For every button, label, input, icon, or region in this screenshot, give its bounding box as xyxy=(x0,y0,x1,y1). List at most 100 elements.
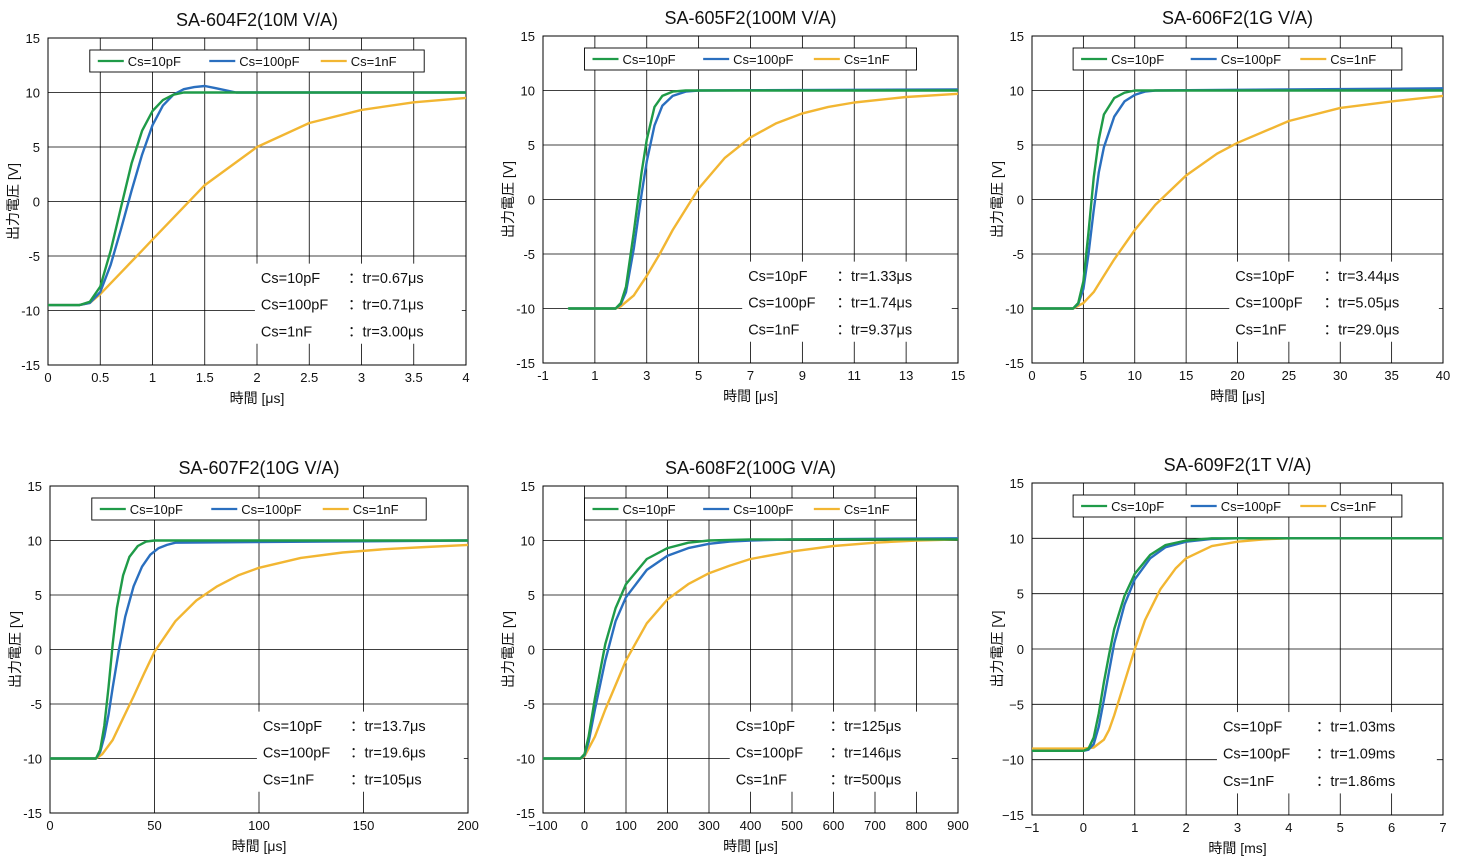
y-tick-label: 10 xyxy=(26,86,40,101)
annotation-cs-label: Cs=1nF xyxy=(263,772,314,788)
x-tick-label: 25 xyxy=(1282,368,1296,383)
chart-title: SA-605F2(100M V/A) xyxy=(664,8,836,28)
rise-time-annotation-box xyxy=(254,263,462,344)
x-tick-label: 900 xyxy=(947,818,969,833)
y-tick-label: 5 xyxy=(1017,138,1024,153)
chart-title: SA-607F2(10G V/A) xyxy=(178,458,339,478)
x-axis-label: 時間 [μs] xyxy=(723,388,778,404)
x-tick-label: 20 xyxy=(1230,368,1244,383)
series-line-cs-10pf xyxy=(50,539,468,760)
x-tick-label: 3.5 xyxy=(405,370,423,385)
rise-time-annotation-box xyxy=(1216,712,1437,794)
annotation-cs-label: Cs=10pF xyxy=(1223,720,1282,736)
x-tick-label: 7 xyxy=(747,368,754,383)
series-line-cs-10pf xyxy=(567,89,958,310)
y-tick-label: -15 xyxy=(21,358,40,373)
x-tick-label: 13 xyxy=(899,368,913,383)
x-tick-label: 7 xyxy=(1439,820,1446,835)
x-tick-label: 800 xyxy=(906,818,928,833)
y-tick-label: 5 xyxy=(33,140,40,155)
series-line-cs-1nf xyxy=(567,92,958,310)
series-line-cs-10pf xyxy=(1032,89,1443,310)
legend: Cs=10pF Cs=100pF Cs=1nF xyxy=(91,497,427,521)
legend-label: Cs=100pF xyxy=(241,502,301,517)
x-tick-label: 0 xyxy=(46,818,53,833)
annotation-cs-label: Cs=1nF xyxy=(1223,774,1274,790)
y-tick-label: 5 xyxy=(35,588,42,603)
y-tick-label: −5 xyxy=(1009,697,1024,712)
chart-sa608: SA-608F2(100G V/A)−100 0 100 200 300 400 500 60… xyxy=(500,458,969,854)
chart-title: SA-608F2(100G V/A) xyxy=(665,458,836,478)
annotation-rise-time: ：tr=500μs xyxy=(830,772,902,788)
x-tick-label: 4 xyxy=(462,370,469,385)
y-tick-label: -5 xyxy=(30,697,42,712)
annotation-rise-time: ：tr=1.86ms xyxy=(1316,774,1395,790)
x-tick-label: 1.5 xyxy=(196,370,214,385)
y-tick-label: 10 xyxy=(521,84,535,99)
x-axis-label: 時間 [μs] xyxy=(723,838,778,854)
annotation-cs-label: Cs=100pF xyxy=(263,746,330,762)
x-tick-label: 11 xyxy=(848,368,862,383)
legend-box xyxy=(584,497,917,521)
legend-label: Cs=1nF xyxy=(844,52,890,67)
series-line-cs-1nf xyxy=(50,543,468,760)
x-tick-label: 400 xyxy=(740,818,762,833)
x-tick-label: 0.5 xyxy=(91,370,109,385)
y-tick-label: 0 xyxy=(35,643,42,658)
y-tick-label: 15 xyxy=(521,29,535,44)
x-axis-label: 時間 [μs] xyxy=(232,838,287,854)
legend: Cs=10pF Cs=100pF Cs=1nF xyxy=(584,47,917,71)
y-tick-label: −15 xyxy=(1002,808,1024,823)
legend-label: Cs=100pF xyxy=(239,54,299,69)
x-tick-label: 9 xyxy=(799,368,806,383)
annotation-cs-label: Cs=1nF xyxy=(1235,322,1286,338)
x-tick-label: 5 xyxy=(1080,368,1087,383)
y-tick-label: 0 xyxy=(1017,193,1024,208)
y-tick-label: 10 xyxy=(1010,84,1024,99)
legend-label: Cs=1nF xyxy=(351,54,397,69)
annotation-rise-time: ：tr=13.7μs xyxy=(350,719,426,735)
y-tick-label: 0 xyxy=(1017,642,1024,657)
x-tick-label: 100 xyxy=(248,818,270,833)
y-tick-label: −10 xyxy=(1002,753,1024,768)
y-tick-label: -10 xyxy=(1005,302,1024,317)
y-tick-label: -5 xyxy=(523,697,535,712)
x-tick-label: 40 xyxy=(1436,368,1450,383)
x-tick-label: 0 xyxy=(1028,368,1035,383)
legend-label: Cs=100pF xyxy=(1221,499,1281,514)
x-tick-label: 15 xyxy=(1179,368,1193,383)
x-tick-label: 100 xyxy=(615,818,637,833)
x-tick-label: 200 xyxy=(657,818,679,833)
annotation-cs-label: Cs=100pF xyxy=(748,296,815,312)
annotation-rise-time: ：tr=3.44μs xyxy=(1324,269,1400,285)
x-tick-label: −100 xyxy=(528,818,557,833)
annotation-rise-time: ：tr=1.74μs xyxy=(837,296,913,312)
y-tick-label: 5 xyxy=(1017,587,1024,602)
legend-box xyxy=(1072,47,1403,71)
annotation-rise-time: ：tr=125μs xyxy=(830,719,902,735)
chart-sa607: SA-607F2(10G V/A) 0 50 100 150 200 -15 -10 -5 0 5 1… xyxy=(7,458,479,854)
x-tick-label: 600 xyxy=(823,818,845,833)
x-tick-label: 15 xyxy=(951,368,965,383)
x-axis-label: 時間 [μs] xyxy=(230,390,285,406)
x-tick-label: 0 xyxy=(44,370,51,385)
legend-label: Cs=10pF xyxy=(623,502,676,517)
y-tick-label: 10 xyxy=(521,534,535,549)
x-tick-label: 6 xyxy=(1388,820,1395,835)
series-line-cs-1nf xyxy=(1032,94,1443,310)
y-tick-label: 10 xyxy=(1010,531,1024,546)
annotation-rise-time: ：tr=29.0μs xyxy=(1324,322,1400,338)
y-tick-label: 0 xyxy=(33,195,40,210)
annotation-cs-label: Cs=1nF xyxy=(748,322,799,338)
series-line-cs-1nf xyxy=(543,538,958,760)
x-tick-label: 30 xyxy=(1333,368,1347,383)
legend-box xyxy=(89,49,425,73)
x-tick-label: 0 xyxy=(581,818,588,833)
y-axis-label: 出力電圧 [V] xyxy=(5,163,21,240)
x-axis-label: 時間 [ms] xyxy=(1208,840,1266,856)
legend-label: Cs=1nF xyxy=(353,502,399,517)
legend-label: Cs=100pF xyxy=(1221,52,1281,67)
annotation-rise-time: ：tr=1.33μs xyxy=(837,269,913,285)
y-tick-label: -5 xyxy=(1012,247,1024,262)
